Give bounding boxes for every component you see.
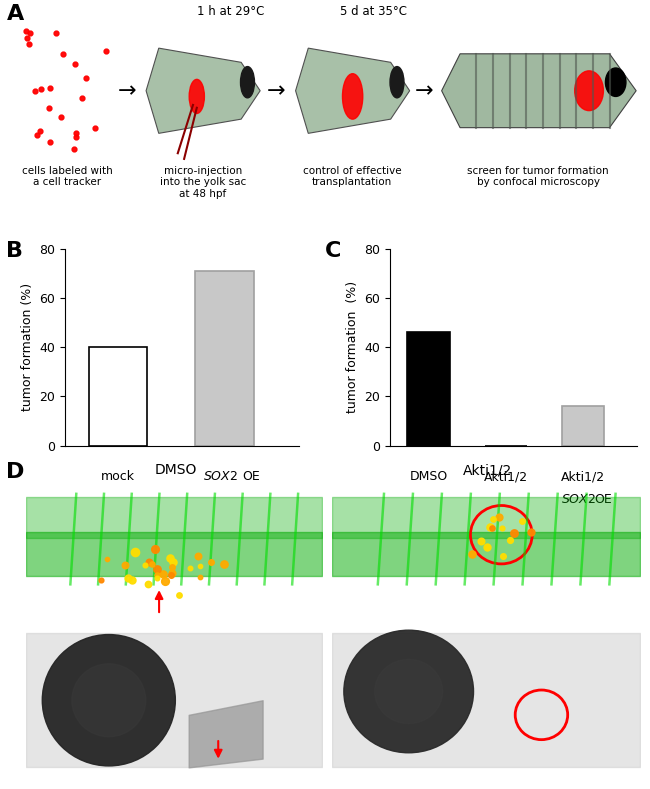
Circle shape [605,68,626,96]
Text: 5 d at 35°C: 5 d at 35°C [340,6,408,18]
Text: screen for tumor formation
by confocal microscopy: screen for tumor formation by confocal m… [467,166,609,187]
Text: control of effective
transplantation: control of effective transplantation [303,166,402,187]
Circle shape [343,73,363,119]
Text: OE: OE [242,470,261,484]
Text: DMSO: DMSO [410,470,448,484]
Text: →: → [267,80,285,101]
Ellipse shape [374,660,443,724]
Bar [195,271,254,446]
Text: →: → [415,80,433,101]
Polygon shape [441,54,636,128]
Text: $\it{SOX2}$: $\it{SOX2}$ [562,492,596,506]
Circle shape [240,66,254,98]
Text: OE: OE [595,492,612,506]
Circle shape [575,71,603,110]
Text: 1 h at 29°C: 1 h at 29°C [197,6,265,18]
Circle shape [189,80,204,114]
Text: DMSO: DMSO [154,463,197,477]
Y-axis label: tumor formation (%): tumor formation (%) [21,283,34,411]
Circle shape [390,66,404,98]
Polygon shape [146,48,260,133]
Text: B: B [6,241,23,260]
Text: Akti1/2: Akti1/2 [463,463,512,477]
Y-axis label: tumor formation  (%): tumor formation (%) [346,281,359,413]
Bar [562,406,605,446]
Text: C: C [325,241,341,260]
Bar [89,347,148,446]
Text: Akti1/2: Akti1/2 [561,470,605,484]
Polygon shape [296,48,410,133]
Text: mock: mock [101,470,135,484]
Text: micro-injection
into the yolk sac
at 48 hpf: micro-injection into the yolk sac at 48 … [160,166,246,199]
Text: A: A [6,4,24,24]
Text: D: D [6,462,25,481]
Ellipse shape [42,634,176,766]
Text: Akti1/2: Akti1/2 [484,470,528,484]
Ellipse shape [72,664,146,737]
Text: $\it{SOX2}$: $\it{SOX2}$ [203,470,239,484]
Text: →: → [118,80,136,101]
Ellipse shape [344,630,473,753]
Bar [408,332,450,446]
Text: cells labeled with
a cell tracker: cells labeled with a cell tracker [21,166,112,187]
